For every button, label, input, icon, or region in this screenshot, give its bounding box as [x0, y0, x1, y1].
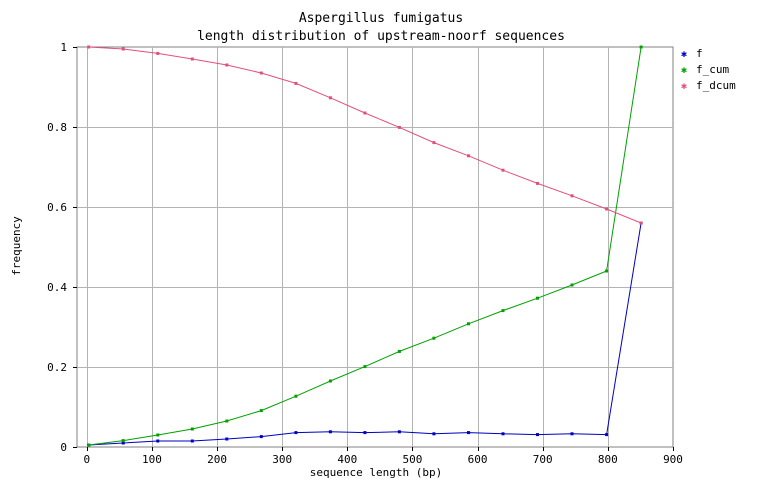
legend-marker-f_cum: ✱	[681, 65, 687, 76]
data-point-f_dcum	[639, 221, 643, 225]
y-tick-label: 1	[60, 41, 67, 54]
x-tick-label: 0	[83, 453, 90, 466]
data-point-f_cum	[190, 427, 194, 431]
data-point-f	[328, 430, 332, 434]
data-point-f_dcum	[432, 141, 436, 145]
data-point-f_dcum	[397, 125, 401, 129]
data-point-f_cum	[639, 45, 643, 49]
chart-title: Aspergillus fumigatus	[299, 11, 463, 26]
data-point-f_cum	[225, 419, 229, 423]
x-tick-label: 400	[337, 453, 357, 466]
x-tick-label: 500	[403, 453, 423, 466]
y-tick-label: 0.8	[47, 121, 67, 134]
data-point-f_dcum	[294, 81, 298, 85]
data-point-f_dcum	[536, 181, 539, 185]
data-point-f_cum	[328, 379, 332, 383]
data-point-f_dcum	[190, 57, 194, 61]
x-tick-label: 900	[663, 453, 683, 466]
data-point-f_cum	[259, 409, 263, 413]
legend-label-f_cum: f_cum	[696, 63, 729, 76]
data-point-f	[294, 431, 298, 435]
data-point-f	[190, 439, 194, 443]
data-point-f	[225, 437, 229, 441]
grid: 0 100 200 300 400 500 600 700 800 900 0 0.2 0.4 0.6 0.…	[47, 41, 683, 466]
data-point-f	[536, 433, 539, 437]
data-point-f_dcum	[570, 194, 574, 198]
x-tick-label: 300	[272, 453, 292, 466]
y-tick-label: 0.2	[47, 361, 67, 374]
data-point-f_dcum	[121, 47, 125, 51]
data-point-f_cum	[536, 296, 539, 300]
data-point-f	[397, 430, 401, 434]
data-point-f_cum	[501, 309, 505, 313]
data-point-f	[605, 433, 609, 437]
data-point-f_dcum	[501, 168, 505, 172]
y-tick-label: 0	[60, 441, 67, 454]
data-point-f	[259, 435, 263, 439]
x-tick-label: 600	[468, 453, 488, 466]
data-point-f_cum	[432, 336, 436, 340]
y-tick-label: 0.4	[47, 281, 67, 294]
plot-area	[76, 46, 674, 448]
data-point-f_dcum	[87, 45, 91, 49]
y-tick-label: 0.6	[47, 201, 67, 214]
legend-marker-f_dcum: ✱	[681, 81, 687, 92]
data-point-f_cum	[605, 269, 609, 273]
data-point-f_dcum	[225, 63, 229, 67]
x-tick-label: 200	[207, 453, 227, 466]
data-point-f_cum	[156, 433, 160, 437]
data-point-f_cum	[363, 365, 367, 369]
data-point-f	[570, 432, 574, 436]
x-tick-label: 100	[142, 453, 162, 466]
series-layer	[87, 45, 643, 447]
data-point-f	[121, 441, 125, 445]
y-axis-label: frequency	[10, 216, 23, 276]
data-point-f_cum	[294, 394, 298, 398]
data-point-f_dcum	[467, 154, 470, 158]
data-point-f	[363, 431, 367, 435]
chart-subtitle: length distribution of upstream-noorf se…	[197, 29, 565, 44]
x-tick-label: 700	[533, 453, 553, 466]
data-point-f_dcum	[363, 111, 367, 115]
legend-label-f: f	[696, 47, 703, 60]
data-point-f_dcum	[328, 96, 332, 100]
legend: ✱ f ✱ f_cum ✱ f_dcum	[681, 47, 736, 92]
data-point-f_cum	[467, 322, 470, 326]
data-point-f_dcum	[156, 51, 160, 55]
data-point-f	[432, 432, 436, 436]
data-point-f_cum	[121, 439, 125, 443]
x-tick-label: 800	[598, 453, 618, 466]
data-point-f_cum	[397, 349, 401, 353]
data-point-f_dcum	[259, 71, 263, 75]
x-axis-label: sequence length (bp)	[310, 466, 442, 479]
data-point-f	[467, 431, 470, 435]
data-point-f_cum	[570, 283, 574, 287]
data-point-f	[156, 439, 160, 443]
data-point-f_cum	[87, 443, 91, 447]
legend-marker-f: ✱	[681, 49, 687, 60]
legend-label-f_dcum: f_dcum	[696, 79, 736, 92]
data-point-f_dcum	[605, 207, 609, 211]
data-point-f	[501, 432, 505, 436]
